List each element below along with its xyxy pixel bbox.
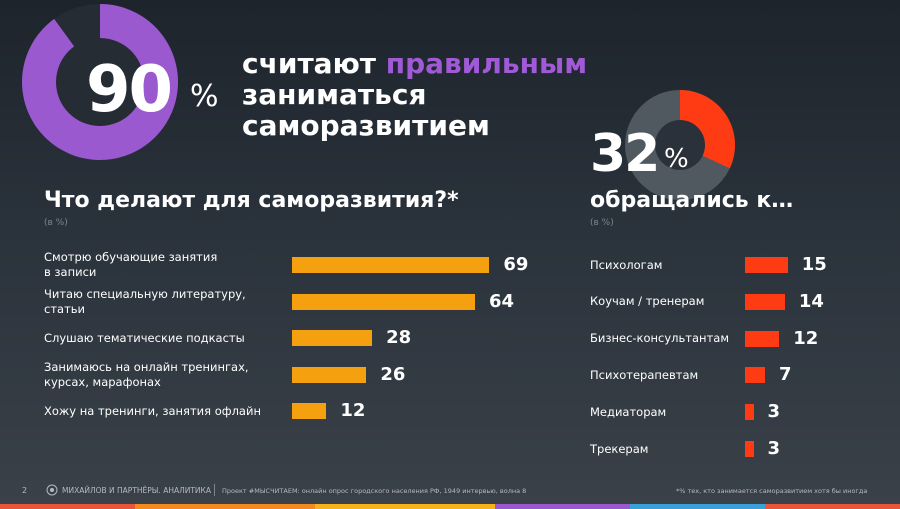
right-chart-title: обращались к… [590, 188, 794, 213]
survey-source: Проект #МЫСЧИТАЕМ: онлайн опрос городско… [222, 487, 527, 495]
footnote: *% тех, кто занимается саморазвитием хот… [676, 487, 868, 495]
bar [745, 441, 754, 457]
value-label: 64 [489, 290, 515, 312]
secondary-number: 32 [590, 124, 660, 184]
hero-donut-chart [22, 3, 179, 160]
hero-donut-hole [56, 38, 144, 126]
bar [745, 293, 785, 310]
value-label: 3 [767, 401, 781, 423]
value-label: 12 [340, 400, 366, 421]
value-label: 26 [380, 363, 406, 385]
value-label: 3 [767, 438, 781, 459]
bar [745, 404, 754, 421]
secondary-percent-sign: % [664, 144, 689, 174]
category-label: Коучам / тренерам [590, 294, 705, 309]
value-label: 12 [793, 327, 819, 349]
value-label: 69 [503, 254, 529, 275]
headline-text-a: считают [242, 47, 386, 80]
stripe-segment [135, 504, 315, 509]
stripe-segment [0, 504, 135, 509]
bar [292, 366, 367, 383]
bar [292, 330, 373, 346]
bottom-color-stripe [0, 504, 900, 509]
stripe-segment [765, 504, 900, 509]
category-label: Трекерам [590, 441, 649, 456]
secondary-donut-chart [625, 90, 736, 200]
left-chart-unit: (в %) [44, 218, 68, 228]
stripe-segment [630, 504, 765, 509]
category-label: Бизнес-консультантам [590, 331, 729, 346]
value-label: 7 [778, 364, 792, 386]
hero-number: 90 [86, 53, 173, 127]
category-label: Хожу на тренинги, занятия офлайн [44, 403, 261, 418]
right-chart-unit: (в %) [590, 218, 614, 228]
value-label: 28 [386, 327, 412, 348]
bar [745, 257, 788, 273]
category-label: Психологам [590, 257, 663, 272]
value-label: 15 [801, 254, 827, 275]
headline-accent-word: правильным [385, 47, 588, 80]
hero-percent-sign: % [190, 79, 219, 114]
category-label: Занимаюсь на онлайн тренингах, курсах, ма… [44, 359, 249, 389]
value-label: 14 [798, 290, 824, 312]
secondary-donut-hole [655, 120, 705, 170]
category-label: Читаю специальную литературу, статьи [44, 286, 246, 316]
company-name: МИХАЙЛОВ И ПАРТНЁРЫ. АНАЛИТИКА [62, 486, 211, 495]
hero-headline: считают правильным заниматься саморазвит… [242, 48, 587, 141]
page-number: 2 [22, 486, 28, 495]
headline-line-3: саморазвитием [242, 109, 490, 142]
category-label: Психотерапевтам [590, 367, 699, 382]
bar [745, 367, 765, 384]
category-label: Слушаю тематические подкасты [44, 330, 245, 345]
bar [292, 403, 327, 419]
category-label: Медиаторам [590, 404, 667, 419]
bar [292, 257, 490, 273]
stripe-segment [315, 504, 495, 509]
category-label: Смотрю обучающие занятия в записи [44, 250, 218, 279]
company-logo-icon [46, 484, 58, 496]
stripe-segment [495, 504, 630, 509]
bar [292, 293, 476, 310]
left-chart-title: Что делают для саморазвития?* [44, 188, 459, 213]
footer-divider [214, 484, 215, 496]
headline-line-2: заниматься [242, 78, 427, 111]
bar [745, 330, 780, 347]
